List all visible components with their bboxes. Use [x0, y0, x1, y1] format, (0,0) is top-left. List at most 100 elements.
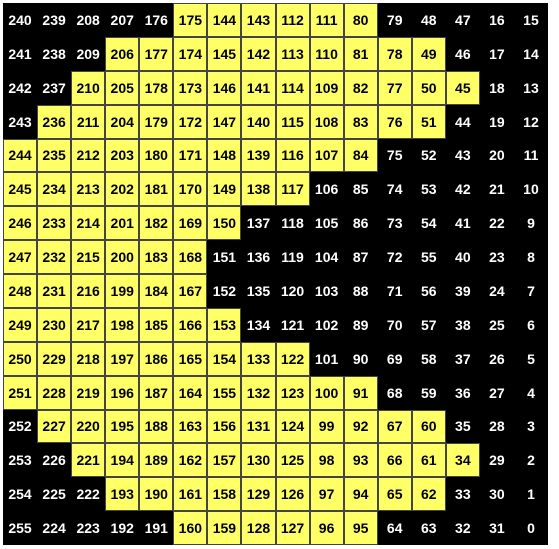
grid-cell[interactable]: 207: [105, 3, 140, 37]
grid-cell[interactable]: 138: [241, 172, 276, 207]
grid-cell[interactable]: 115: [275, 104, 310, 139]
grid-cell[interactable]: 221: [71, 443, 106, 478]
grid-cell[interactable]: 167: [173, 274, 208, 308]
grid-cell[interactable]: 133: [241, 341, 276, 376]
grid-cell[interactable]: 116: [275, 138, 310, 173]
grid-cell[interactable]: 9: [513, 206, 548, 241]
grid-cell[interactable]: 0: [513, 511, 548, 545]
grid-cell[interactable]: 228: [37, 375, 72, 410]
grid-cell[interactable]: 198: [105, 307, 140, 342]
grid-cell[interactable]: 62: [411, 477, 446, 512]
grid-cell[interactable]: 35: [445, 409, 480, 444]
grid-cell[interactable]: 72: [377, 240, 412, 274]
grid-cell[interactable]: 99: [309, 409, 344, 444]
grid-cell[interactable]: 201: [105, 206, 140, 241]
grid-cell[interactable]: 234: [37, 172, 72, 207]
grid-cell[interactable]: 181: [139, 172, 174, 207]
grid-cell[interactable]: 252: [3, 409, 38, 444]
grid-cell[interactable]: 10: [513, 172, 548, 207]
grid-cell[interactable]: 142: [241, 36, 276, 71]
grid-cell[interactable]: 184: [139, 274, 174, 308]
grid-cell[interactable]: 236: [37, 104, 72, 139]
grid-cell[interactable]: 125: [275, 443, 310, 478]
grid-cell[interactable]: 233: [37, 206, 72, 241]
grid-cell[interactable]: 232: [37, 240, 72, 274]
grid-cell[interactable]: 78: [377, 36, 412, 71]
grid-cell[interactable]: 75: [377, 138, 412, 173]
grid-cell[interactable]: 152: [207, 274, 242, 308]
grid-cell[interactable]: 202: [105, 172, 140, 207]
grid-cell[interactable]: 28: [479, 409, 514, 444]
grid-cell[interactable]: 117: [275, 172, 310, 207]
grid-cell[interactable]: 111: [309, 3, 344, 37]
grid-cell[interactable]: 88: [343, 274, 378, 308]
grid-cell[interactable]: 182: [139, 206, 174, 241]
grid-cell[interactable]: 189: [139, 443, 174, 478]
grid-cell[interactable]: 193: [105, 477, 140, 512]
grid-cell[interactable]: 18: [479, 70, 514, 105]
grid-cell[interactable]: 153: [207, 307, 242, 342]
grid-cell[interactable]: 20: [479, 138, 514, 173]
grid-cell[interactable]: 17: [479, 36, 514, 71]
grid-cell[interactable]: 109: [309, 70, 344, 105]
grid-cell[interactable]: 183: [139, 240, 174, 274]
grid-cell[interactable]: 135: [241, 274, 276, 308]
grid-cell[interactable]: 203: [105, 138, 140, 173]
grid-cell[interactable]: 166: [173, 307, 208, 342]
grid-cell[interactable]: 244: [3, 138, 38, 173]
grid-cell[interactable]: 191: [139, 511, 174, 545]
grid-cell[interactable]: 73: [377, 206, 412, 241]
grid-cell[interactable]: 76: [377, 104, 412, 139]
grid-cell[interactable]: 255: [3, 511, 38, 545]
grid-cell[interactable]: 249: [3, 307, 38, 342]
grid-cell[interactable]: 164: [173, 375, 208, 410]
grid-cell[interactable]: 157: [207, 443, 242, 478]
grid-cell[interactable]: 69: [377, 341, 412, 376]
grid-cell[interactable]: 97: [309, 477, 344, 512]
grid-cell[interactable]: 112: [275, 3, 310, 37]
grid-cell[interactable]: 30: [479, 477, 514, 512]
grid-cell[interactable]: 90: [343, 341, 378, 376]
grid-cell[interactable]: 148: [207, 138, 242, 173]
grid-cell[interactable]: 151: [207, 240, 242, 274]
grid-cell[interactable]: 51: [411, 104, 446, 139]
grid-cell[interactable]: 108: [309, 104, 344, 139]
grid-cell[interactable]: 110: [309, 36, 344, 71]
grid-cell[interactable]: 169: [173, 206, 208, 241]
grid-cell[interactable]: 230: [37, 307, 72, 342]
grid-cell[interactable]: 120: [275, 274, 310, 308]
grid-cell[interactable]: 27: [479, 375, 514, 410]
grid-cell[interactable]: 13: [513, 70, 548, 105]
grid-cell[interactable]: 204: [105, 104, 140, 139]
grid-cell[interactable]: 195: [105, 409, 140, 444]
grid-cell[interactable]: 67: [377, 409, 412, 444]
grid-cell[interactable]: 47: [445, 3, 480, 37]
grid-cell[interactable]: 56: [411, 274, 446, 308]
grid-cell[interactable]: 32: [445, 511, 480, 545]
grid-cell[interactable]: 16: [479, 3, 514, 37]
grid-cell[interactable]: 4: [513, 375, 548, 410]
grid-cell[interactable]: 176: [139, 3, 174, 37]
grid-cell[interactable]: 37: [445, 341, 480, 376]
grid-cell[interactable]: 59: [411, 375, 446, 410]
grid-cell[interactable]: 139: [241, 138, 276, 173]
grid-cell[interactable]: 186: [139, 341, 174, 376]
grid-cell[interactable]: 143: [241, 3, 276, 37]
grid-cell[interactable]: 12: [513, 104, 548, 139]
grid-cell[interactable]: 19: [479, 104, 514, 139]
grid-cell[interactable]: 95: [343, 511, 378, 545]
grid-cell[interactable]: 128: [241, 511, 276, 545]
grid-cell[interactable]: 86: [343, 206, 378, 241]
grid-cell[interactable]: 38: [445, 307, 480, 342]
grid-cell[interactable]: 235: [37, 138, 72, 173]
grid-cell[interactable]: 40: [445, 240, 480, 274]
grid-cell[interactable]: 178: [139, 70, 174, 105]
grid-cell[interactable]: 242: [3, 70, 38, 105]
grid-cell[interactable]: 100: [309, 375, 344, 410]
grid-cell[interactable]: 136: [241, 240, 276, 274]
grid-cell[interactable]: 179: [139, 104, 174, 139]
grid-cell[interactable]: 124: [275, 409, 310, 444]
grid-cell[interactable]: 222: [71, 477, 106, 512]
grid-cell[interactable]: 215: [71, 240, 106, 274]
grid-cell[interactable]: 241: [3, 36, 38, 71]
